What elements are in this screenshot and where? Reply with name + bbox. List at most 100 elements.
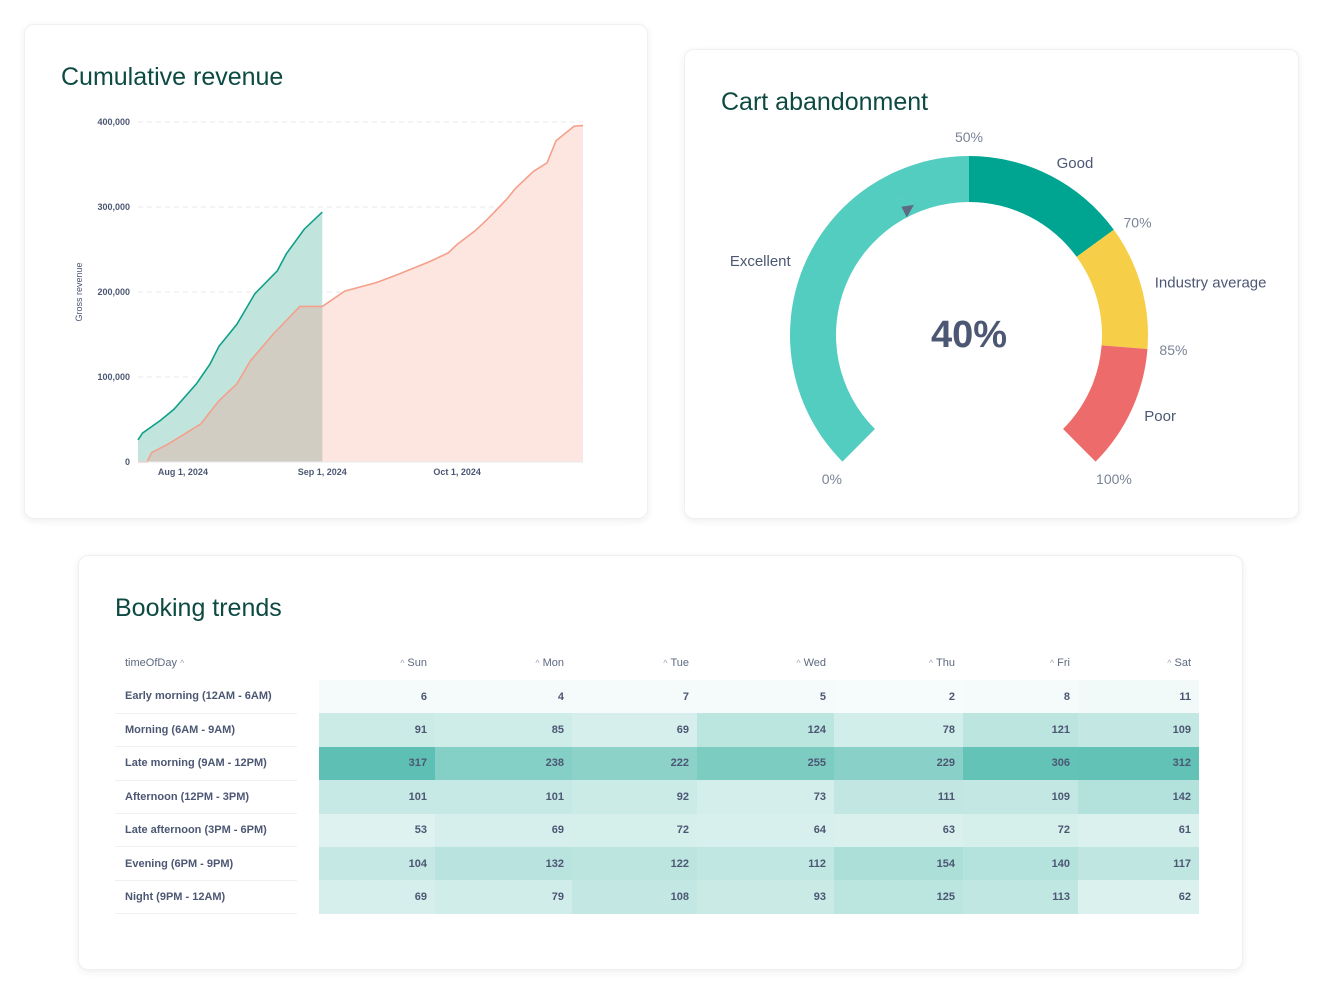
heatmap-cell: 93 <box>697 880 834 914</box>
heatmap-cell: 104 <box>319 846 435 881</box>
table-header-row: timeOfDay ^ ^ Sun ^ Mon ^ Tue ^ Wed ^ Thu ^ Fri ^ Sat <box>115 646 1199 680</box>
heatmap-cell: 5 <box>697 680 834 714</box>
gauge-tick-label: 100% <box>1096 471 1132 487</box>
heatmap-cell: 132 <box>435 846 572 881</box>
sort-icon: ^ <box>400 658 405 668</box>
heatmap-cell: 69 <box>435 813 572 847</box>
gauge-segment-label: Good <box>1057 155 1094 172</box>
heatmap-cell: 69 <box>572 713 697 747</box>
gauge-segment-industry-average <box>1076 229 1148 350</box>
booking-table: timeOfDay ^ ^ Sun ^ Mon ^ Tue ^ Wed ^ Thu ^ Fri ^ Sat Ea… <box>115 646 1199 915</box>
row-label: Late afternoon (3PM - 6PM) <box>115 813 297 848</box>
booking-title: Booking trends <box>115 594 282 622</box>
heatmap-cell: 317 <box>319 746 435 781</box>
cart-title: Cart abandonment <box>721 88 929 116</box>
heatmap-cell: 6 <box>319 680 435 714</box>
series-line <box>138 124 584 463</box>
column-header-timeofday[interactable]: timeOfDay ^ <box>125 657 185 669</box>
sort-icon: ^ <box>1049 658 1055 668</box>
heatmap-cell: 63 <box>834 813 963 847</box>
heatmap-cell: 229 <box>834 746 963 781</box>
y-tick-label: 100,000 <box>97 372 130 382</box>
table-row: Morning (6AM - 9AM) 91 85 69 124 78 121 109 <box>115 713 1199 748</box>
heatmap-cell: 238 <box>435 746 572 781</box>
column-header[interactable]: ^ Tue <box>663 657 689 669</box>
booking-card: Booking trends timeOfDay ^ ^ Sun ^ Mon ^ Tue ^ We… <box>78 555 1243 970</box>
x-tick-label: Aug 1, 2024 <box>158 467 208 477</box>
gauge-segment-label: Industry average <box>1155 275 1267 292</box>
heatmap-cell: 125 <box>834 880 963 914</box>
row-label: Morning (6AM - 9AM) <box>115 713 297 748</box>
gauge-segment-label: Poor <box>1144 408 1176 425</box>
heatmap-cell: 92 <box>572 780 697 814</box>
table-row: Afternoon (12PM - 3PM) 101 101 92 73 111 109 14… <box>115 780 1199 815</box>
column-header[interactable]: ^ Thu <box>928 657 955 669</box>
heatmap-cell: 101 <box>319 780 435 814</box>
column-header[interactable]: ^ Fri <box>1049 657 1070 669</box>
gauge-segment-good <box>969 156 1114 257</box>
heatmap-cell: 11 <box>1078 680 1199 714</box>
column-header[interactable]: ^ Wed <box>796 657 826 669</box>
sort-icon: ^ <box>663 658 668 668</box>
revenue-chart: 0 100,000 200,000 300,000 400,000 Aug 1, 2024… <box>74 117 584 477</box>
heatmap-cell: 124 <box>697 713 834 747</box>
heatmap-cell: 312 <box>1078 746 1199 781</box>
heatmap-cell: 122 <box>572 846 697 881</box>
heatmap-cell: 69 <box>319 880 435 914</box>
row-label: Early morning (12AM - 6AM) <box>115 680 297 714</box>
gauge-tick-label: 85% <box>1159 342 1187 358</box>
heatmap-cell: 91 <box>319 713 435 747</box>
heatmap-cell: 113 <box>963 880 1078 914</box>
heatmap-cell: 117 <box>1078 846 1199 881</box>
column-header[interactable]: ^ Sat <box>1167 657 1191 669</box>
heatmap-cell: 142 <box>1078 780 1199 814</box>
gauge-tick-label: 50% <box>955 129 983 145</box>
heatmap-cell: 112 <box>697 846 834 881</box>
sort-icon: ^ <box>535 658 540 668</box>
sort-icon: ^ <box>796 658 801 668</box>
y-tick-label: 200,000 <box>97 287 130 297</box>
gauge-segment-excellent <box>790 156 969 462</box>
y-tick-label: 0 <box>125 457 130 467</box>
row-label: Night (9PM - 12AM) <box>115 880 297 915</box>
heatmap-cell: 109 <box>1078 713 1199 747</box>
heatmap-cell: 85 <box>435 713 572 747</box>
row-label: Late morning (9AM - 12PM) <box>115 746 297 781</box>
cart-card: Cart abandonment Excellent Good Industry a… <box>684 49 1299 519</box>
y-tick-label: 300,000 <box>97 202 130 212</box>
heatmap-cell: 62 <box>1078 880 1199 914</box>
revenue-card: Cumulative revenue 0 100,000 200,000 300,00… <box>24 24 648 519</box>
heatmap-cell: 72 <box>963 813 1078 847</box>
table-row: Late afternoon (3PM - 6PM) 53 69 72 64 63 72 61 <box>115 813 1199 848</box>
gauge-value: 40% <box>931 314 1007 356</box>
heatmap-cell: 2 <box>834 680 963 713</box>
heatmap-cell: 121 <box>963 713 1078 747</box>
column-header[interactable]: ^ Sun <box>400 657 427 669</box>
overlap-area <box>138 306 323 462</box>
heatmap-cell: 108 <box>572 880 697 914</box>
x-tick-label: Oct 1, 2024 <box>433 467 481 477</box>
sort-icon: ^ <box>1167 658 1172 668</box>
table-row: Night (9PM - 12AM) 69 79 108 93 125 113 62 <box>115 880 1199 915</box>
series-line <box>137 211 323 441</box>
gauge-tick-label: 70% <box>1124 215 1152 231</box>
gauge-chart: Excellent Good Industry average Poor 0% 50% 70… <box>730 129 1267 487</box>
table-row: Evening (6PM - 9PM) 104 132 122 112 154 140 117 <box>115 846 1199 881</box>
column-header[interactable]: ^ Mon <box>535 657 564 669</box>
gauge-pointer-icon <box>901 204 914 218</box>
y-axis-label: Gross revenue <box>74 262 84 321</box>
heatmap-cell: 111 <box>834 780 963 814</box>
heatmap-cell: 72 <box>572 813 697 847</box>
heatmap-cell: 7 <box>572 680 697 714</box>
y-tick-label: 400,000 <box>97 117 130 127</box>
heatmap-cell: 109 <box>963 780 1078 814</box>
heatmap-cell: 154 <box>834 846 963 881</box>
row-label: Evening (6PM - 9PM) <box>115 846 297 881</box>
heatmap-cell: 306 <box>963 746 1078 781</box>
sort-icon: ^ <box>179 658 185 668</box>
gauge-tick-label: 0% <box>822 471 842 487</box>
row-label: Afternoon (12PM - 3PM) <box>115 780 297 815</box>
heatmap-cell: 140 <box>963 846 1078 881</box>
heatmap-cell: 222 <box>572 746 697 781</box>
x-tick-label: Sep 1, 2024 <box>298 467 347 477</box>
